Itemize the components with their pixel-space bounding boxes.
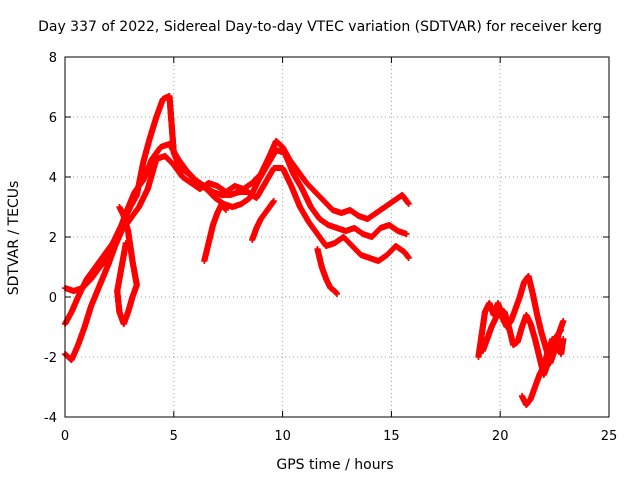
data-point [223, 207, 230, 213]
x-tick-label: 0 [61, 429, 69, 444]
x-tick-label: 5 [170, 429, 178, 444]
data-point [405, 255, 412, 261]
y-tick-label: -2 [44, 351, 57, 366]
x-tick-label: 20 [492, 429, 509, 444]
axis-ticks: 0 5 10 15 20 25 -4 -2 0 2 4 6 8 [44, 51, 617, 444]
grid [65, 57, 609, 417]
data-marks [62, 93, 567, 408]
data-point [560, 318, 567, 324]
y-tick-label: 8 [49, 51, 57, 66]
chart-title: Day 337 of 2022, Sidereal Day-to-day VTE… [38, 19, 602, 35]
x-tick-label: 25 [601, 429, 618, 444]
x-tick-label: 10 [274, 429, 291, 444]
data-point [558, 327, 565, 333]
series-track-4 [114, 204, 140, 327]
series-track-3 [62, 141, 412, 294]
data-point [405, 201, 412, 207]
y-tick-label: 2 [49, 231, 57, 246]
data-point [334, 291, 340, 297]
series-track-10 [518, 336, 567, 408]
series-track-5 [201, 201, 230, 264]
data-point [403, 231, 410, 237]
y-tick-label: 4 [49, 171, 57, 186]
y-tick-label: 0 [49, 291, 57, 306]
y-tick-label: 6 [49, 111, 57, 126]
data-point [122, 240, 129, 246]
x-tick-label: 15 [383, 429, 400, 444]
series-track-2 [62, 93, 410, 327]
data-point [270, 198, 277, 204]
series-track-6 [249, 198, 277, 243]
y-tick-label: -4 [44, 411, 57, 426]
series-track-7 [314, 246, 340, 297]
